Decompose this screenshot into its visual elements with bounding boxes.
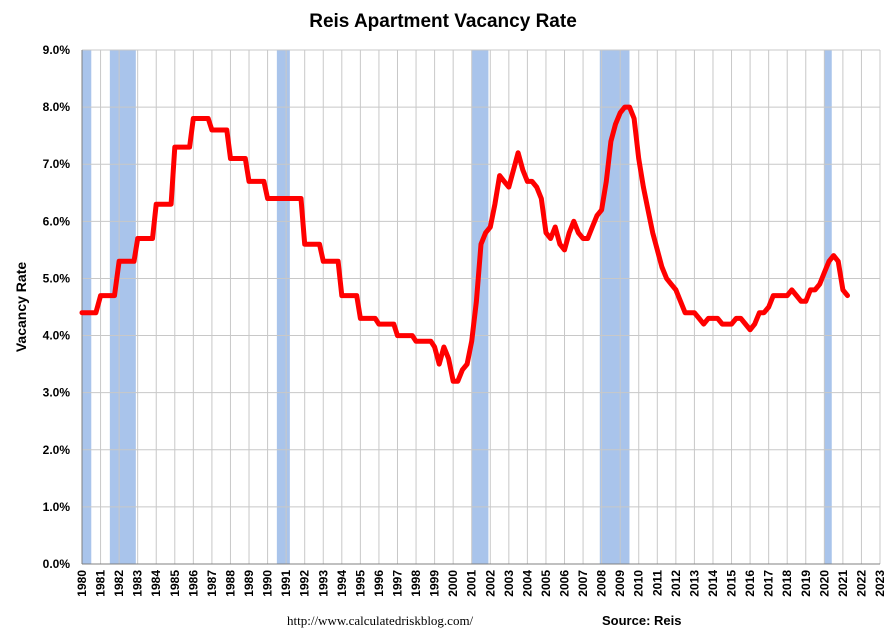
- x-tick-label: 2022: [854, 570, 868, 597]
- series-line-1: [79, 104, 850, 384]
- x-tick-label: 2000: [446, 570, 460, 597]
- x-tick-label: 2007: [576, 570, 590, 597]
- x-tick-label: 1986: [186, 570, 200, 597]
- y-axis-label: Vacancy Rate: [13, 262, 29, 352]
- y-tick-label: 1.0%: [43, 500, 71, 514]
- recession-band-3: [276, 50, 290, 564]
- x-tick-label: 2014: [706, 570, 720, 597]
- x-tick-label: 2005: [539, 570, 553, 597]
- recession-bands: [82, 50, 832, 564]
- y-tick-label: 0.0%: [43, 557, 71, 571]
- x-tick-label: 2020: [817, 570, 831, 597]
- x-tick-label: 1980: [75, 570, 89, 597]
- x-tick-label: 1998: [409, 570, 423, 597]
- x-tick-label: 2002: [483, 570, 497, 597]
- x-tick-label: 1997: [390, 570, 404, 597]
- x-tick-label: 2006: [558, 570, 572, 597]
- y-tick-labels: 0.0% 1.0% 2.0% 3.0% 4.0% 5.0% 6.0% 7.0% 8.0% 9.0%: [43, 43, 71, 571]
- x-tick-label: 1990: [261, 570, 275, 597]
- x-tick-label: 2023: [873, 570, 887, 597]
- x-tick-label: 2012: [669, 570, 683, 597]
- x-tick-label: 1996: [372, 570, 386, 597]
- x-tick-label: 2003: [502, 570, 516, 597]
- y-tick-label: 7.0%: [43, 157, 71, 171]
- x-tick-label: 1981: [94, 570, 108, 597]
- x-tick-label: 1995: [353, 570, 367, 597]
- x-tick-label: 2009: [613, 570, 627, 597]
- recession-band-2: [109, 50, 136, 564]
- x-tick-label: 1983: [131, 570, 145, 597]
- x-tick-label: 2004: [520, 570, 534, 597]
- x-tick-labels: 1980 1981 1982 1983 1984 1985 1986 1987 1988 1989…: [75, 570, 887, 597]
- x-tick-label: 1985: [168, 570, 182, 597]
- x-tick-label: 1987: [205, 570, 219, 597]
- x-tick-label: 2013: [687, 570, 701, 597]
- x-tick-label: 2011: [650, 570, 664, 596]
- recession-band-1: [82, 50, 92, 564]
- series-layer: [79, 104, 850, 384]
- x-tick-label: 1982: [112, 570, 126, 597]
- y-tick-label: 2.0%: [43, 443, 71, 457]
- recession-band-4: [471, 50, 489, 564]
- gridlines: [81, 49, 881, 565]
- x-tick-label: 1988: [223, 570, 237, 597]
- x-tick-label: 1989: [242, 570, 256, 597]
- recession-band-6: [824, 50, 832, 564]
- x-tick-label: 1992: [298, 570, 312, 597]
- x-tick-label: 2016: [743, 570, 757, 597]
- y-tick-label: 8.0%: [43, 100, 71, 114]
- y-tick-label: 6.0%: [43, 214, 71, 228]
- x-tick-label: 2008: [595, 570, 609, 597]
- x-tick-label: 2018: [780, 570, 794, 597]
- x-tick-label: 1984: [149, 570, 163, 597]
- y-tick-label: 9.0%: [43, 43, 71, 57]
- chart-title: Reis Apartment Vacancy Rate: [309, 11, 577, 32]
- footer-source: Source: Reis: [602, 613, 681, 628]
- x-tick-label: 2001: [465, 570, 479, 597]
- x-tick-label: 2017: [762, 570, 776, 597]
- x-tick-label: 1999: [428, 570, 442, 597]
- y-tick-label: 5.0%: [43, 271, 71, 285]
- x-tick-label: 2019: [799, 570, 813, 597]
- y-tick-label: 3.0%: [43, 386, 71, 400]
- x-tick-label: 2015: [725, 570, 739, 597]
- axes: [81, 50, 880, 565]
- footer-url: http://www.calculatedriskblog.com/: [287, 613, 474, 628]
- x-tick-label: 2010: [632, 570, 646, 597]
- x-tick-label: 2021: [836, 570, 850, 597]
- x-tick-label: 1994: [335, 570, 349, 597]
- y-tick-label: 4.0%: [43, 329, 71, 343]
- x-tick-label: 1993: [316, 570, 330, 597]
- x-tick-label: 1991: [279, 570, 293, 597]
